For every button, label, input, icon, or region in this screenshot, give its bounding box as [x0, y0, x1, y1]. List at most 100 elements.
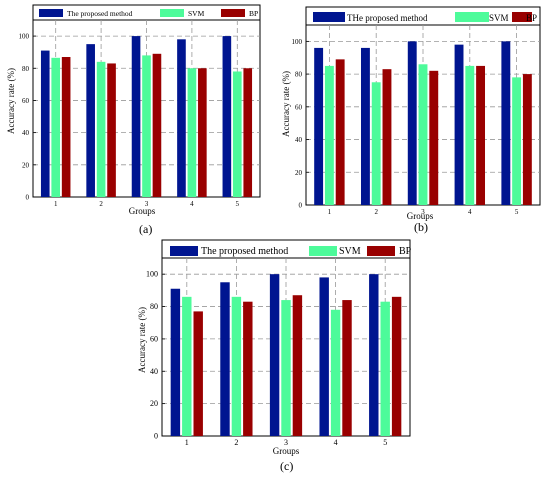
chart-2-panel-tag: (b): [414, 220, 428, 234]
chart-1-legend-label: SVM: [188, 9, 205, 18]
chart-2-y-tick-label: 0: [299, 202, 303, 210]
chart-2-bar-the-proposed-method-g4: [454, 44, 464, 205]
chart-1-x-tick-label: 2: [99, 200, 103, 208]
chart-1-y-tick-label: 20: [22, 161, 30, 169]
chart-3-bar-svm-g2: [231, 296, 242, 436]
chart-2-y-tick-label: 40: [295, 136, 303, 144]
chart-3-bar-the-proposed-method-g3: [269, 274, 280, 436]
chart-3-bar-svm-g4: [330, 309, 341, 436]
chart-3-legend-label: SVM: [339, 246, 361, 257]
chart-3-bar-bp-g2: [243, 301, 253, 436]
chart-3-y-tick-label: 20: [150, 399, 158, 408]
chart-2-x-tick-label: 5: [515, 208, 519, 216]
chart-1-bar-the-proposed-method-g2: [86, 44, 95, 197]
chart-3-bar-the-proposed-method-g5: [369, 274, 379, 436]
chart-1-bar-bp-g1: [61, 57, 71, 197]
chart-2-y-tick-label: 60: [295, 103, 303, 111]
chart-2-bar-svm-g1: [324, 65, 334, 205]
chart-2-y-tick-label: 80: [295, 71, 303, 79]
chart-3-x-tick-label: 5: [383, 438, 387, 447]
chart-2-bar-the-proposed-method-g1: [314, 47, 324, 206]
chart-3-legend-swatch: [309, 246, 337, 256]
chart-1-bar-svm-g3: [142, 55, 151, 198]
chart-1-bar-the-proposed-method-g4: [177, 39, 186, 198]
chart-1-bar-svm-g2: [96, 61, 106, 197]
chart-1-legend-swatch: [39, 9, 63, 17]
chart-1-bar-the-proposed-method-g5: [222, 36, 232, 197]
chart-2-legend-swatch: [512, 12, 532, 22]
chart-3-bar-the-proposed-method-g1: [170, 288, 181, 436]
chart-3-bar-bp-g4: [342, 300, 352, 436]
chart-1-x-tick-label: 3: [145, 200, 149, 208]
chart-2-bar-the-proposed-method-g2: [360, 47, 370, 206]
chart-3-panel-tag: (c): [280, 459, 293, 473]
chart-2-bar-bp-g4: [476, 65, 486, 205]
chart-1-bar-svm-g5: [232, 71, 242, 197]
chart-3-bar-svm-g5: [380, 301, 390, 436]
chart-3-legend-label: BP: [399, 246, 412, 257]
chart-2-x-tick-label: 4: [468, 208, 472, 216]
chart-3-y-tick-label: 80: [150, 302, 158, 311]
chart-1-y-tick-label: 0: [26, 194, 30, 202]
chart-2-y-tick-label: 100: [292, 38, 303, 46]
chart-2-bar-svm-g3: [418, 64, 428, 205]
chart-2-x-tick-label: 3: [421, 208, 425, 216]
chart-2-bar-bp-g2: [382, 69, 392, 205]
chart-2-bar-svm-g5: [512, 77, 522, 205]
chart-1-y-tick-label: 100: [19, 33, 30, 41]
chart-2-bar-the-proposed-method-g3: [407, 41, 417, 206]
chart-3-x-axis-label: Groups: [273, 446, 300, 456]
chart-3-y-axis-label: Accuracy rate (%): [137, 307, 147, 373]
chart-1-bar-the-proposed-method-g3: [131, 36, 141, 197]
chart-3-bar-bp-g5: [391, 296, 402, 436]
chart-2-y-tick-label: 20: [295, 169, 303, 177]
chart-2-bar-bp-g1: [335, 59, 345, 206]
chart-1-y-axis-label: Accuracy rate (%): [6, 68, 16, 134]
chart-2-legend-swatch: [313, 12, 345, 22]
chart-2-legend-label: SVM: [489, 13, 509, 23]
chart-1-x-tick-label: 4: [190, 200, 194, 208]
chart-1-bar-bp-g2: [107, 63, 116, 198]
chart-3-x-tick-label: 3: [284, 438, 288, 447]
chart-3-bar-svm-g3: [281, 300, 291, 436]
chart-2-legend-label: THe proposed method: [347, 13, 428, 23]
chart-1-y-tick-label: 80: [22, 65, 30, 73]
chart-1-panel-tag: (a): [139, 222, 152, 236]
chart-1-x-tick-label: 1: [54, 200, 58, 208]
chart-1-x-axis-label: Groups: [129, 206, 156, 216]
chart-3-bar-the-proposed-method-g2: [220, 282, 230, 436]
chart-2-y-axis-label: Accuracy rate (%): [281, 71, 291, 137]
chart-3-legend-swatch: [170, 246, 198, 256]
chart-3-legend-label: The proposed method: [201, 246, 288, 257]
chart-2-bar-bp-g3: [429, 70, 439, 206]
chart-1-bar-bp-g3: [152, 53, 162, 197]
chart-2-x-axis-label: Groups: [407, 211, 434, 221]
chart-1-bar-bp-g5: [243, 68, 253, 197]
chart-3-legend-swatch: [367, 246, 395, 256]
chart-1-bar-svm-g1: [51, 57, 61, 198]
chart-2-x-tick-label: 1: [328, 208, 332, 216]
chart-2-legend-label: BP: [526, 13, 537, 23]
chart-2-bar-svm-g4: [465, 65, 475, 205]
chart-1-bar-bp-g4: [198, 68, 207, 197]
chart-2-legend-swatch: [455, 12, 489, 22]
chart-2-bar-bp-g5: [522, 74, 532, 205]
chart-3-bar-bp-g1: [193, 311, 203, 436]
chart-3-x-tick-label: 4: [334, 438, 338, 447]
chart-2-bar-the-proposed-method-g5: [501, 41, 511, 206]
chart-3-bar-bp-g3: [292, 295, 303, 436]
chart-3-y-tick-label: 40: [150, 367, 158, 376]
chart-2-x-tick-label: 2: [374, 208, 378, 216]
chart-2-bar-svm-g2: [371, 82, 381, 205]
chart-1-x-tick-label: 5: [236, 200, 240, 208]
chart-3-y-tick-label: 60: [150, 334, 158, 343]
chart-3-y-tick-label: 100: [146, 270, 158, 279]
chart-1-y-tick-label: 40: [22, 129, 30, 137]
chart-3-bar-svm-g1: [182, 296, 192, 436]
chart-1-bar-svm-g4: [187, 68, 197, 197]
chart-1-legend-swatch: [160, 9, 184, 17]
chart-3-x-tick-label: 1: [185, 438, 189, 447]
chart-3-y-tick-label: 0: [154, 432, 158, 441]
chart-1-legend-label: BP: [249, 9, 258, 18]
